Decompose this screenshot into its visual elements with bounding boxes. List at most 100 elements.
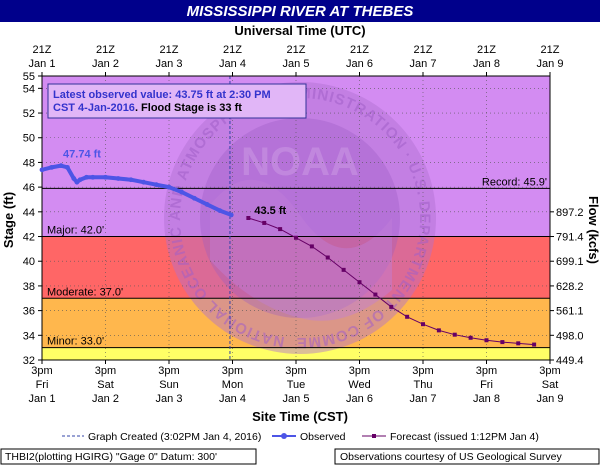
- observed-point: [77, 177, 83, 183]
- observed-peak-label: 47.74 ft: [63, 149, 101, 161]
- cst-tick-day: Tue: [287, 379, 306, 391]
- flow-tick-label: 699.1: [556, 256, 584, 268]
- bottom-axis-title: Site Time (CST): [252, 409, 348, 424]
- utc-tick-date: Jan 9: [537, 58, 564, 70]
- forecast-point: [436, 328, 441, 333]
- moderate-band: [42, 298, 550, 348]
- forecast-point: [325, 255, 330, 260]
- forecast-point: [341, 267, 346, 272]
- utc-tick-date: Jan 4: [219, 58, 246, 70]
- cst-tick-date: Jan 5: [283, 393, 310, 405]
- forecast-point: [357, 280, 362, 285]
- forecast-point: [309, 244, 314, 249]
- series-layer: 47.74 ft 43.5 ft: [39, 149, 537, 347]
- flow-tick-label: 897.2: [556, 207, 584, 219]
- record-level-label: Record: 45.9': [482, 176, 547, 188]
- latest-value-box: Latest observed value: 43.75 ft at 2:30 …: [47, 83, 307, 119]
- major-band: [42, 236, 550, 299]
- cst-tick-date: Jan 4: [219, 393, 246, 405]
- plot-area: [42, 76, 550, 360]
- flood-level-label: Moderate: 37.0': [47, 286, 123, 298]
- forecast-point: [452, 332, 457, 337]
- cst-tick-day: Thu: [414, 379, 433, 391]
- forecast-point: [405, 314, 410, 319]
- y-tick-label: 38: [23, 281, 35, 293]
- observed-point: [179, 189, 185, 195]
- utc-tick-hour: 21Z: [33, 44, 52, 56]
- cst-tick-day: Sat: [97, 379, 114, 391]
- utc-tick-date: Jan 3: [156, 58, 183, 70]
- observed-point: [115, 176, 121, 181]
- observed-point: [58, 163, 64, 169]
- observed-point: [192, 195, 197, 201]
- y-tick-label: 55: [23, 71, 35, 83]
- utc-tick-hour: 21Z: [414, 44, 433, 56]
- flow-tick-label: 498.0: [556, 330, 584, 342]
- legend-observed: Observed: [300, 431, 346, 443]
- cst-tick-time: 3pm: [222, 365, 243, 377]
- cst-tick-date: Jan 2: [92, 393, 119, 405]
- flood-levels: Minor: 33.0' Moderate: 37.0' Major: 42.0' R…: [42, 76, 550, 360]
- cst-tick-day: Fri: [36, 379, 49, 391]
- cst-tick-date: Jan 1: [29, 393, 56, 405]
- forecast-point: [516, 341, 521, 346]
- watermark-noaa-text: NOAA: [241, 140, 359, 184]
- y-tick-label: 44: [23, 207, 35, 219]
- utc-tick-hour: 21Z: [223, 44, 242, 56]
- footer: THBI2(plotting HGIRG) "Gage 0" Datum: 30…: [0, 448, 600, 465]
- observed-point: [65, 164, 70, 170]
- observed-point: [39, 167, 45, 173]
- cst-tick-day: Sun: [159, 379, 179, 391]
- flood-level-label: Major: 42.0': [47, 225, 104, 237]
- legend-forecast: Forecast (issued 1:12PM Jan 4): [390, 431, 539, 443]
- cst-tick-time: 3pm: [412, 365, 433, 377]
- observed-point: [153, 182, 159, 188]
- forecast-point: [373, 292, 378, 297]
- chart-title: MISSISSIPPI RIVER AT THEBES: [187, 3, 414, 20]
- y-tick-label: 36: [23, 306, 35, 318]
- cst-tick-time: 3pm: [349, 365, 370, 377]
- forecast-start-label: 43.5 ft: [254, 205, 286, 217]
- title-bar: [0, 0, 600, 22]
- flow-tick-label: 561.1: [556, 306, 584, 318]
- observed-point: [49, 164, 54, 170]
- forecast-point: [294, 235, 298, 240]
- cst-tick-day: Fri: [480, 379, 493, 391]
- y-tick-label: 50: [23, 133, 35, 145]
- forecast-point: [262, 220, 267, 225]
- observed-point: [228, 212, 234, 218]
- forecast-point: [421, 322, 425, 327]
- observed-point: [71, 176, 77, 181]
- observed-point: [217, 208, 223, 213]
- y-tick-label: 42: [23, 232, 35, 244]
- observed-point: [141, 179, 147, 185]
- utc-tick-date: Jan 2: [92, 58, 119, 70]
- cst-tick-time: 3pm: [31, 365, 52, 377]
- y-tick-label: 34: [23, 330, 35, 342]
- cst-tick-date: Jan 7: [410, 393, 437, 405]
- utc-tick-date: Jan 5: [283, 58, 310, 70]
- utc-tick-hour: 21Z: [350, 44, 369, 56]
- cst-tick-time: 3pm: [158, 365, 179, 377]
- forecast-point: [468, 335, 473, 340]
- y-tick-label: 32: [23, 355, 35, 367]
- cst-tick-day: Sat: [542, 379, 559, 391]
- forecast-point: [278, 227, 283, 232]
- utc-tick-hour: 21Z: [96, 44, 115, 56]
- observed-point: [103, 174, 108, 180]
- observed-point: [128, 177, 134, 183]
- legend-graph-created: Graph Created (3:02PM Jan 4, 2016): [88, 431, 261, 443]
- utc-tick-date: Jan 8: [473, 58, 500, 70]
- forecast-point: [389, 304, 394, 309]
- observed-point: [84, 174, 89, 180]
- legend: Graph Created (3:02PM Jan 4, 2016) Obser…: [62, 431, 539, 443]
- info-line-1: Latest observed value: 43.75 ft at 2:30 …: [53, 89, 271, 101]
- utc-tick-hour: 21Z: [287, 44, 306, 56]
- observed-point: [166, 184, 172, 190]
- y-tick-label: 52: [23, 108, 35, 120]
- cst-tick-day: Mon: [222, 379, 243, 391]
- observed-point: [90, 174, 96, 180]
- legend-observed-marker: [281, 433, 287, 439]
- observed-point: [204, 202, 210, 207]
- svg-text:CST 4-Jan-2016. Flood Stage is: CST 4-Jan-2016. Flood Stage is 33 ft: [53, 102, 242, 114]
